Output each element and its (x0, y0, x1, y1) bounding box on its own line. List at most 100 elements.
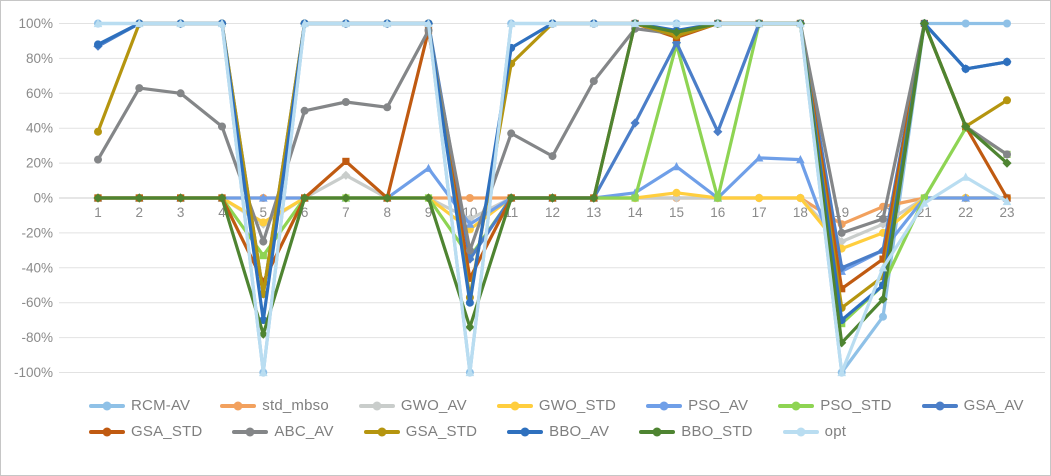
legend-item-PSO_STD[interactable]: PSO_STD (778, 397, 891, 414)
legend-item-ABC_AV[interactable]: ABC_AV (232, 423, 334, 440)
legend-dot-icon (245, 427, 255, 436)
data-point-marker (714, 194, 722, 202)
data-point-marker (382, 193, 392, 203)
x-tick-label: 8 (383, 205, 391, 220)
legend-marker-icon (89, 401, 125, 410)
data-point-marker (879, 312, 887, 321)
x-tick-label: 7 (342, 205, 350, 220)
legend-item-GWO_STD[interactable]: GWO_STD (496, 397, 616, 414)
data-point-marker (176, 89, 185, 98)
legend-dot-icon (233, 401, 243, 410)
data-point-marker (259, 193, 268, 202)
data-point-marker (796, 18, 805, 28)
legend-dot-icon (520, 427, 530, 436)
data-point-marker (259, 218, 268, 227)
legend-label: PSO_STD (820, 397, 892, 414)
series-line (96, 21, 1009, 322)
data-point-marker (548, 152, 557, 161)
data-point-marker (796, 194, 805, 202)
data-point-marker (341, 18, 351, 28)
legend-marker-icon (89, 427, 125, 436)
series-line (96, 21, 1009, 310)
series-opt (93, 18, 1012, 377)
data-point-marker (961, 64, 970, 73)
data-point-marker (341, 193, 351, 203)
legend-marker-icon (646, 401, 683, 410)
legend-marker-icon (778, 401, 815, 410)
data-point-marker (94, 127, 102, 136)
y-tick-label: -80% (21, 330, 53, 345)
legend-label: BBO_STD (681, 423, 753, 440)
legend-item-GWO_AV[interactable]: GWO_AV (358, 397, 467, 414)
data-point-marker (259, 237, 268, 246)
data-point-marker (672, 18, 681, 28)
data-point-marker (837, 237, 847, 247)
legend-dot-icon (102, 427, 112, 436)
data-point-marker (755, 194, 764, 202)
legend-item-RCM-AV[interactable]: RCM-AV (89, 397, 190, 414)
x-tick-label: 1 (94, 205, 102, 220)
legend-label: RCM-AV (131, 397, 191, 414)
data-point-marker (465, 254, 475, 264)
data-point-marker (465, 214, 475, 224)
data-point-marker (919, 18, 929, 29)
data-point-marker (837, 263, 847, 273)
legend-label: opt (824, 423, 847, 440)
x-tick-label: 18 (793, 205, 808, 220)
legend-item-opt[interactable]: opt (782, 423, 847, 440)
data-point-marker (300, 106, 309, 115)
legend-dot-icon (102, 401, 112, 410)
data-point-marker (341, 170, 351, 180)
legend-marker-icon (232, 427, 269, 436)
data-point-marker (589, 18, 599, 28)
data-point-marker (796, 155, 805, 164)
data-point-marker (259, 252, 267, 260)
legend-dot-icon (796, 427, 806, 436)
legend-item-std_mbso[interactable]: std_mbso (220, 397, 329, 414)
series-BBO_STD (93, 18, 1012, 348)
data-point-marker (837, 367, 846, 377)
legend-dot-icon (377, 427, 387, 436)
y-tick-label: 20% (26, 156, 53, 171)
data-point-marker (837, 338, 847, 348)
data-point-marker (217, 193, 227, 203)
data-point-marker (547, 193, 558, 203)
x-tick-label: 5 (260, 205, 268, 220)
legend-label: BBO_AV (549, 423, 610, 440)
data-point-marker (218, 122, 226, 131)
legend-item-PSO_AV[interactable]: PSO_AV (646, 397, 748, 414)
data-point-marker (300, 18, 309, 28)
legend-item-BBO_AV[interactable]: BBO_AV (507, 423, 609, 440)
legend-label: GSA_STD (405, 423, 478, 440)
legend-marker-icon (782, 427, 819, 436)
legend-item-GSA_STD-2[interactable]: GSA_STD (363, 423, 478, 440)
data-point-marker (671, 27, 682, 37)
y-tick-label: -100% (14, 365, 53, 380)
data-point-marker (754, 18, 764, 28)
legend-item-BBO_STD[interactable]: BBO_STD (639, 423, 752, 440)
data-point-marker (961, 19, 970, 28)
data-point-marker (837, 228, 846, 237)
legend-dot-icon (935, 401, 945, 410)
x-tick-label: 9 (425, 205, 433, 220)
data-point-marker (424, 18, 433, 28)
legend-dot-icon (652, 427, 662, 436)
legend-item-GSA_STD[interactable]: GSA_STD (89, 423, 202, 440)
data-point-marker (878, 294, 888, 304)
legend-dot-icon (791, 401, 801, 410)
data-point-marker (423, 193, 434, 203)
data-point-marker (589, 193, 599, 203)
data-point-marker (713, 18, 723, 28)
x-tick-label: 2 (136, 205, 144, 220)
data-point-marker (424, 163, 433, 172)
legend-marker-icon (639, 427, 676, 436)
chart-legend: RCM-AV std_mbso GWO_AV GWO_STD PSO_AV PSO_STD… (89, 397, 1039, 440)
x-tick-label: 23 (999, 205, 1014, 220)
legend-marker-icon (358, 401, 395, 410)
x-tick-label: 17 (752, 205, 767, 220)
data-point-marker (259, 278, 267, 286)
data-point-marker (93, 18, 103, 28)
data-point-marker (176, 193, 186, 203)
legend-item-GSA_AV[interactable]: GSA_AV (921, 397, 1024, 414)
x-tick-label: 4 (218, 205, 226, 220)
